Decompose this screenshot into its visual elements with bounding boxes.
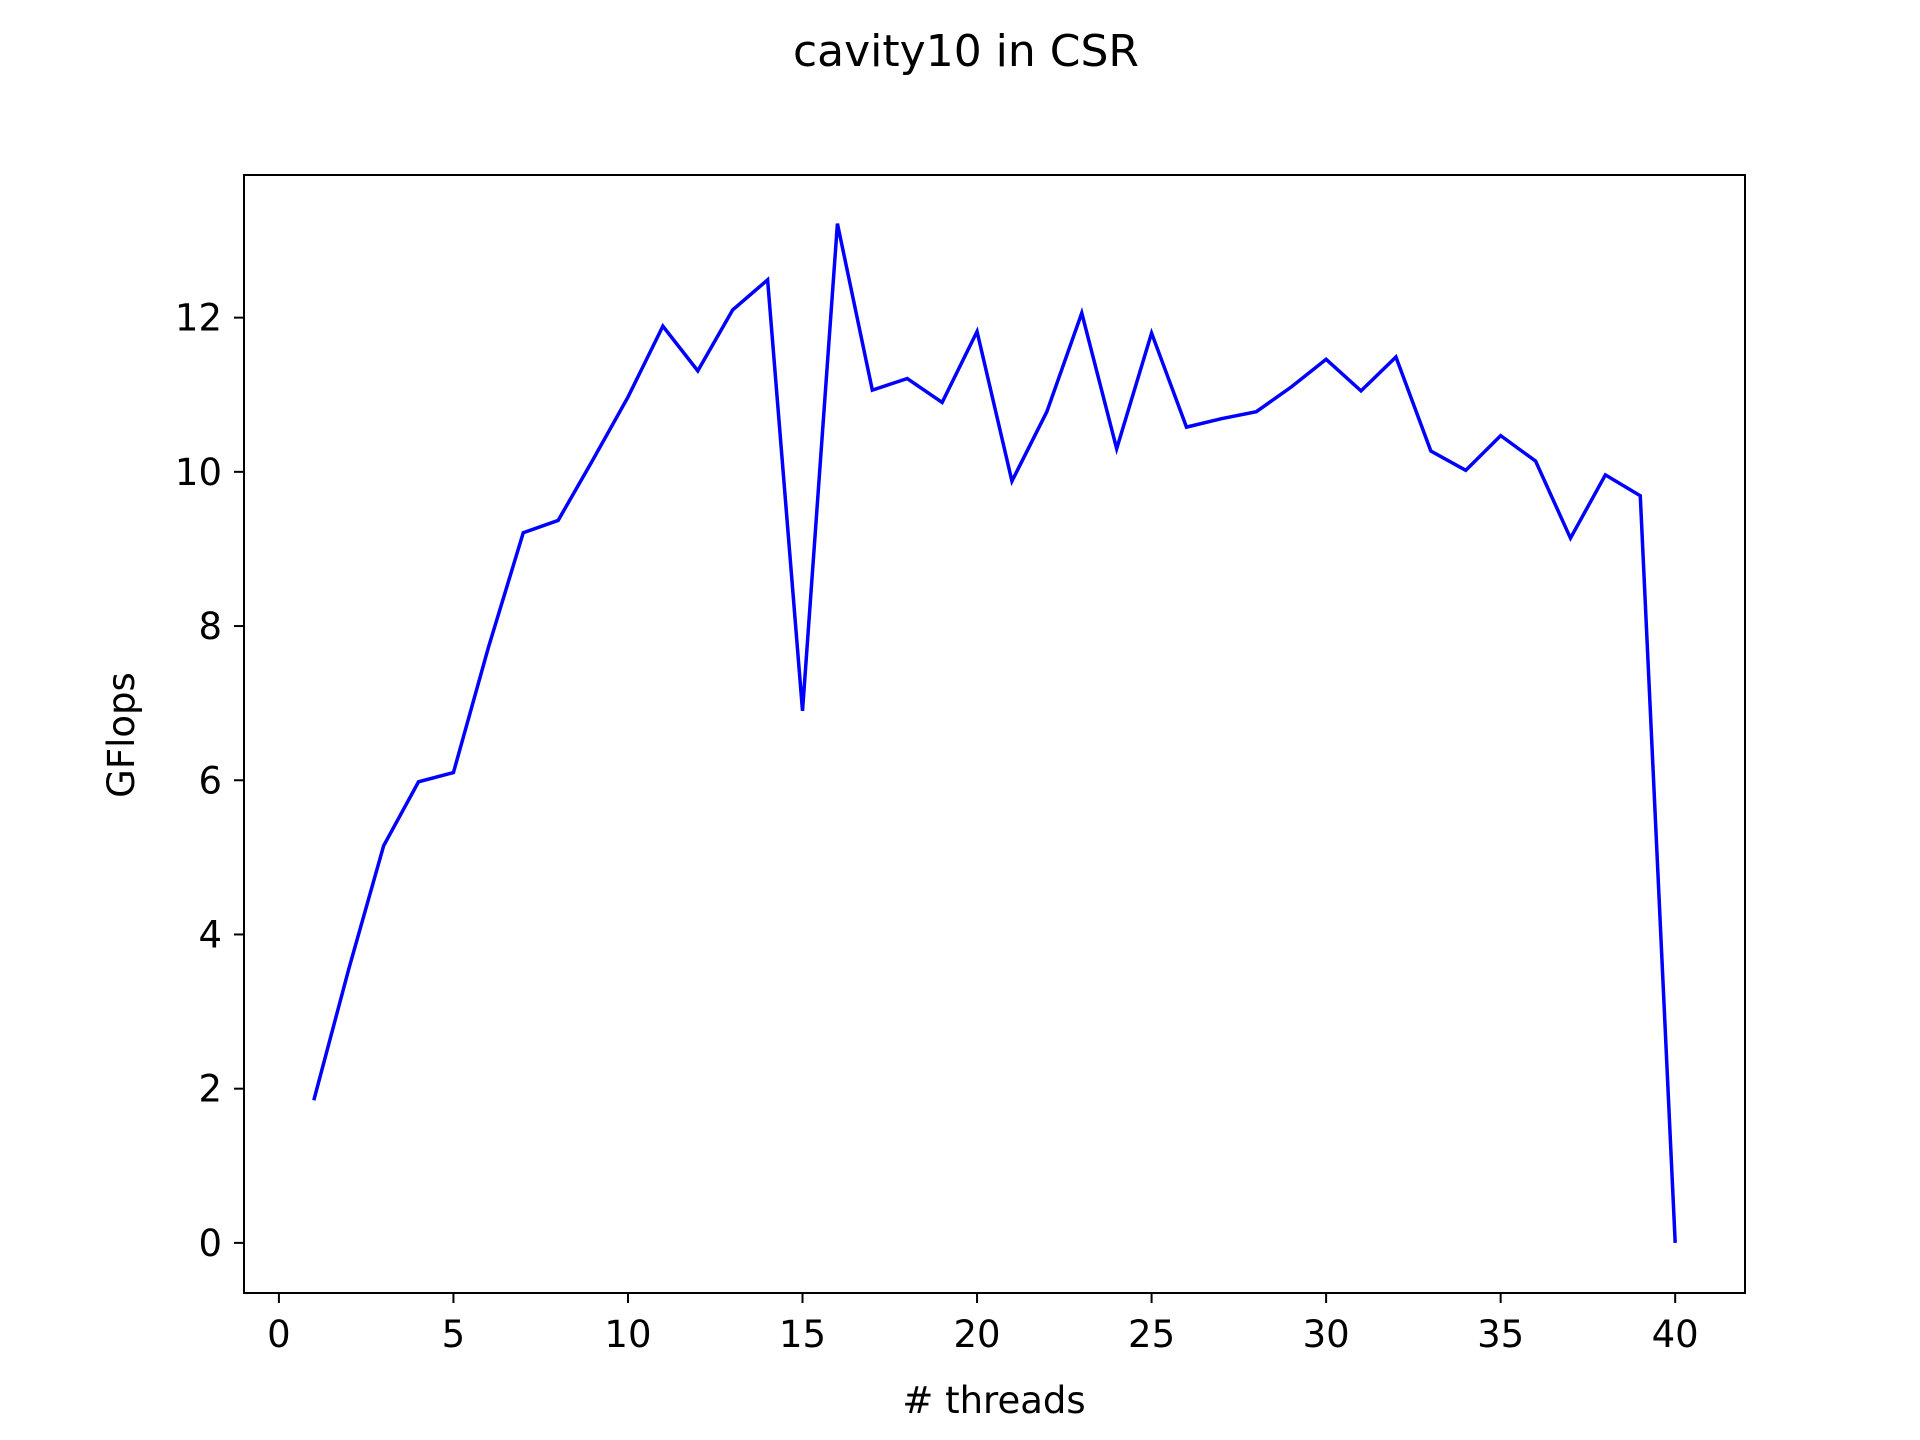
x-tick-label: 40 bbox=[1652, 1313, 1699, 1356]
x-tick-label: 5 bbox=[442, 1313, 466, 1356]
series-line bbox=[312, 223, 1677, 1243]
y-tick-label: 0 bbox=[198, 1222, 222, 1265]
x-tick-label: 25 bbox=[1128, 1313, 1175, 1356]
x-tick-label: 20 bbox=[953, 1313, 1000, 1356]
x-axis-ticks: 0 5 10 15 20 25 30 35 40 bbox=[267, 1293, 1699, 1356]
plot-area-frame bbox=[243, 174, 1746, 1294]
y-tick-label: 12 bbox=[175, 297, 222, 340]
y-tick-label: 10 bbox=[175, 451, 222, 494]
y-tick-label: 6 bbox=[198, 759, 222, 802]
series-layer bbox=[312, 223, 1677, 1243]
x-tick-label: 35 bbox=[1477, 1313, 1524, 1356]
y-axis-label: GFlops bbox=[100, 672, 143, 798]
y-tick-label: 8 bbox=[198, 605, 222, 648]
x-tick-label: 10 bbox=[604, 1313, 651, 1356]
x-tick-label: 15 bbox=[779, 1313, 826, 1356]
y-tick-label: 2 bbox=[198, 1068, 222, 1111]
y-axis-ticks: 0 2 4 6 8 10 12 bbox=[175, 297, 244, 1265]
x-tick-label: 0 bbox=[267, 1313, 291, 1356]
chart-title: cavity10 in CSR bbox=[793, 26, 1139, 77]
x-tick-label: 30 bbox=[1303, 1313, 1350, 1356]
y-tick-label: 4 bbox=[198, 913, 222, 956]
x-axis-label: # threads bbox=[902, 1379, 1085, 1422]
